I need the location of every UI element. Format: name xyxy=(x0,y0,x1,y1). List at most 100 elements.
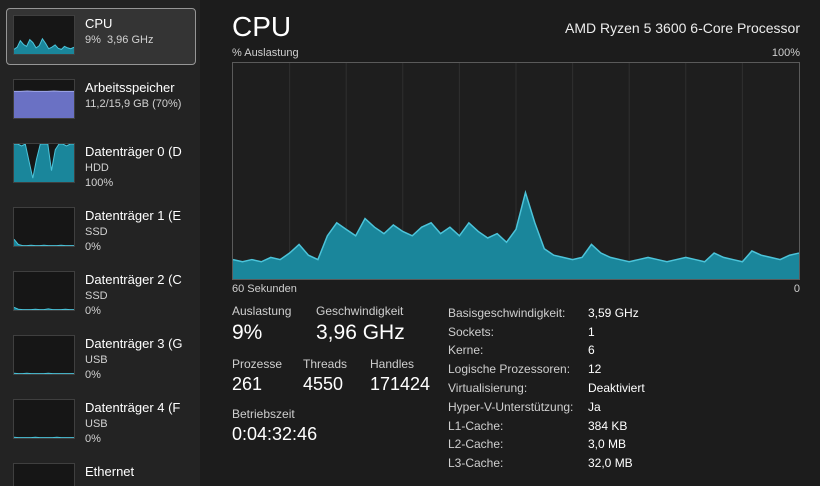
sidebar-item-subtitle: 0% xyxy=(85,304,101,317)
sidebar-item-subtitle: SSD xyxy=(85,289,108,302)
chart-time-span-label: 60 Sekunden xyxy=(232,282,297,295)
stat-uptime: Betriebszeit 0:04:32:46 xyxy=(232,407,317,445)
detail-value: 6 xyxy=(588,343,595,358)
sidebar-item-text: Datenträger 2 (C SSD 0% xyxy=(85,271,182,319)
detail-value: Ja xyxy=(588,399,601,414)
detail-row: Sockets: 1 xyxy=(448,324,645,340)
stat-value: 3,96 GHz xyxy=(316,320,405,344)
detail-row: Basisgeschwindigkeit: 3,59 GHz xyxy=(448,305,645,321)
detail-value: 32,0 MB xyxy=(588,456,633,471)
stat-value: 9% xyxy=(232,320,263,344)
detail-row: Kerne: 6 xyxy=(448,344,645,358)
sidebar-item-subtitle: SSD xyxy=(85,225,108,238)
sidebar-item-subtitle: 11,2/15,9 GB (70%) xyxy=(85,97,182,110)
detail-label: Sockets: xyxy=(448,324,495,339)
disk4-mini-chart xyxy=(13,399,75,439)
sidebar-item-memory[interactable]: Arbeitsspeicher 11,2/15,9 GB (70%) xyxy=(6,72,196,129)
ethernet-mini-chart xyxy=(13,463,75,486)
detail-row: L2-Cache: 3,0 MB xyxy=(448,438,645,452)
sidebar-item-subtitle: USB xyxy=(85,353,108,366)
detail-value: 12 xyxy=(588,362,602,377)
detail-value: 1 xyxy=(588,324,595,339)
disk2-mini-chart xyxy=(13,271,75,311)
detail-row: L3-Cache: 32,0 MB xyxy=(448,456,645,471)
panel-header: CPU AMD Ryzen 5 3600 6-Core Processor xyxy=(232,11,800,43)
sidebar-item-subtitle: 0% xyxy=(85,240,101,253)
sidebar-item-title: Datenträger 2 (C xyxy=(85,272,182,287)
detail-row: Virtualisierung: Deaktiviert xyxy=(448,380,645,396)
sidebar-item-title: Datenträger 1 (E xyxy=(85,208,182,223)
chart-y-max-label: 100% xyxy=(771,46,800,59)
detail-row: L1-Cache: 384 KB xyxy=(448,418,645,434)
sidebar-item-title: CPU xyxy=(85,16,113,31)
chart-bottom-axis: 60 Sekunden 0 xyxy=(232,283,800,295)
stat-row-processes-threads-handles: Prozesse 261 Threads 4550 Handles 171424 xyxy=(232,357,438,395)
sidebar-item-text: CPU 9% 3,96 GHz xyxy=(85,15,153,48)
chart-top-axis: % Auslastung 100% xyxy=(232,47,800,59)
detail-label: Virtualisierung: xyxy=(448,380,528,395)
cpu-utilization-chart[interactable] xyxy=(232,61,800,280)
sidebar-item-title: Ethernet xyxy=(85,464,135,479)
stat-utilization: Auslastung 9% xyxy=(232,304,316,345)
sidebar-item-ethernet[interactable]: Ethernet xyxy=(6,456,196,486)
sidebar-item-subtitle: 0% xyxy=(85,368,101,381)
sidebar-item-title: Datenträger 3 (G xyxy=(85,336,183,351)
sidebar-item-text: Arbeitsspeicher 11,2/15,9 GB (70%) xyxy=(85,79,181,112)
stat-value: 261 xyxy=(232,373,263,394)
stat-label: Auslastung xyxy=(232,303,292,318)
sidebar-item-subtitle: 100% xyxy=(85,176,114,189)
sidebar-item-disk4[interactable]: Datenträger 4 (F USB 0% xyxy=(6,392,196,449)
sidebar-item-title: Datenträger 0 (D xyxy=(85,144,182,159)
cpu-stats-section: Auslastung 9% Geschwindigkeit 3,96 GHz P… xyxy=(232,304,800,476)
stat-label: Threads xyxy=(303,356,348,371)
stat-label: Geschwindigkeit xyxy=(316,303,404,318)
detail-label: L1-Cache: xyxy=(448,418,504,433)
cpu-utilization-graph xyxy=(233,62,799,279)
stat-processes: Prozesse 261 xyxy=(232,357,303,395)
sidebar-item-subtitle: 0% xyxy=(85,432,101,445)
detail-label: L2-Cache: xyxy=(448,437,504,452)
cpu-mini-chart xyxy=(13,15,75,55)
detail-label: Hyper-V-Unterstützung: xyxy=(448,399,574,414)
stat-threads: Threads 4550 xyxy=(303,357,370,395)
processor-name: AMD Ryzen 5 3600 6-Core Processor xyxy=(565,19,800,36)
detail-value: 384 KB xyxy=(588,418,628,433)
performance-sidebar: CPU 9% 3,96 GHz Arbeitsspeicher 11,2/15,… xyxy=(0,0,200,486)
stat-handles: Handles 171424 xyxy=(370,357,430,395)
detail-label: Logische Prozessoren: xyxy=(448,362,571,377)
stat-value: 171424 xyxy=(370,373,431,394)
sidebar-item-title: Arbeitsspeicher xyxy=(85,80,175,95)
chart-y-axis-label: % Auslastung xyxy=(232,46,299,59)
detail-label: L3-Cache: xyxy=(448,456,504,471)
stat-row-utilization-speed: Auslastung 9% Geschwindigkeit 3,96 GHz xyxy=(232,304,438,345)
sidebar-item-disk0[interactable]: Datenträger 0 (D HDD 100% xyxy=(6,136,196,193)
detail-value: Deaktiviert xyxy=(588,380,645,395)
stat-speed: Geschwindigkeit 3,96 GHz xyxy=(316,304,405,345)
stat-label: Handles xyxy=(370,356,415,371)
sidebar-item-subtitle: 9% 3,96 GHz xyxy=(85,33,154,46)
disk1-mini-chart xyxy=(13,207,75,247)
sidebar-item-text: Datenträger 0 (D HDD 100% xyxy=(85,143,182,191)
disk0-mini-chart xyxy=(13,143,75,183)
sidebar-item-disk3[interactable]: Datenträger 3 (G USB 0% xyxy=(6,328,196,385)
stat-value: 4550 xyxy=(303,373,344,394)
sidebar-item-disk1[interactable]: Datenträger 1 (E SSD 0% xyxy=(6,200,196,257)
sidebar-item-subtitle: USB xyxy=(85,417,108,430)
detail-value: 3,59 GHz xyxy=(588,305,639,320)
sidebar-item-title: Datenträger 4 (F xyxy=(85,400,181,415)
stat-label: Betriebszeit xyxy=(232,406,295,421)
sidebar-item-text: Datenträger 1 (E SSD 0% xyxy=(85,207,181,255)
sidebar-item-cpu[interactable]: CPU 9% 3,96 GHz xyxy=(6,8,196,65)
sidebar-item-disk2[interactable]: Datenträger 2 (C SSD 0% xyxy=(6,264,196,321)
detail-row: Logische Prozessoren: 12 xyxy=(448,362,645,377)
detail-value: 3,0 MB xyxy=(588,437,627,452)
sidebar-item-text: Datenträger 3 (G USB 0% xyxy=(85,335,183,383)
page-title: CPU xyxy=(232,11,292,42)
cpu-live-stats: Auslastung 9% Geschwindigkeit 3,96 GHz P… xyxy=(232,304,438,476)
cpu-details-list: Basisgeschwindigkeit: 3,59 GHz Sockets: … xyxy=(448,304,645,476)
stat-value: 0:04:32:46 xyxy=(232,423,318,444)
stat-label: Prozesse xyxy=(232,356,283,371)
detail-label: Kerne: xyxy=(448,343,484,358)
sidebar-item-subtitle: HDD xyxy=(85,161,109,174)
